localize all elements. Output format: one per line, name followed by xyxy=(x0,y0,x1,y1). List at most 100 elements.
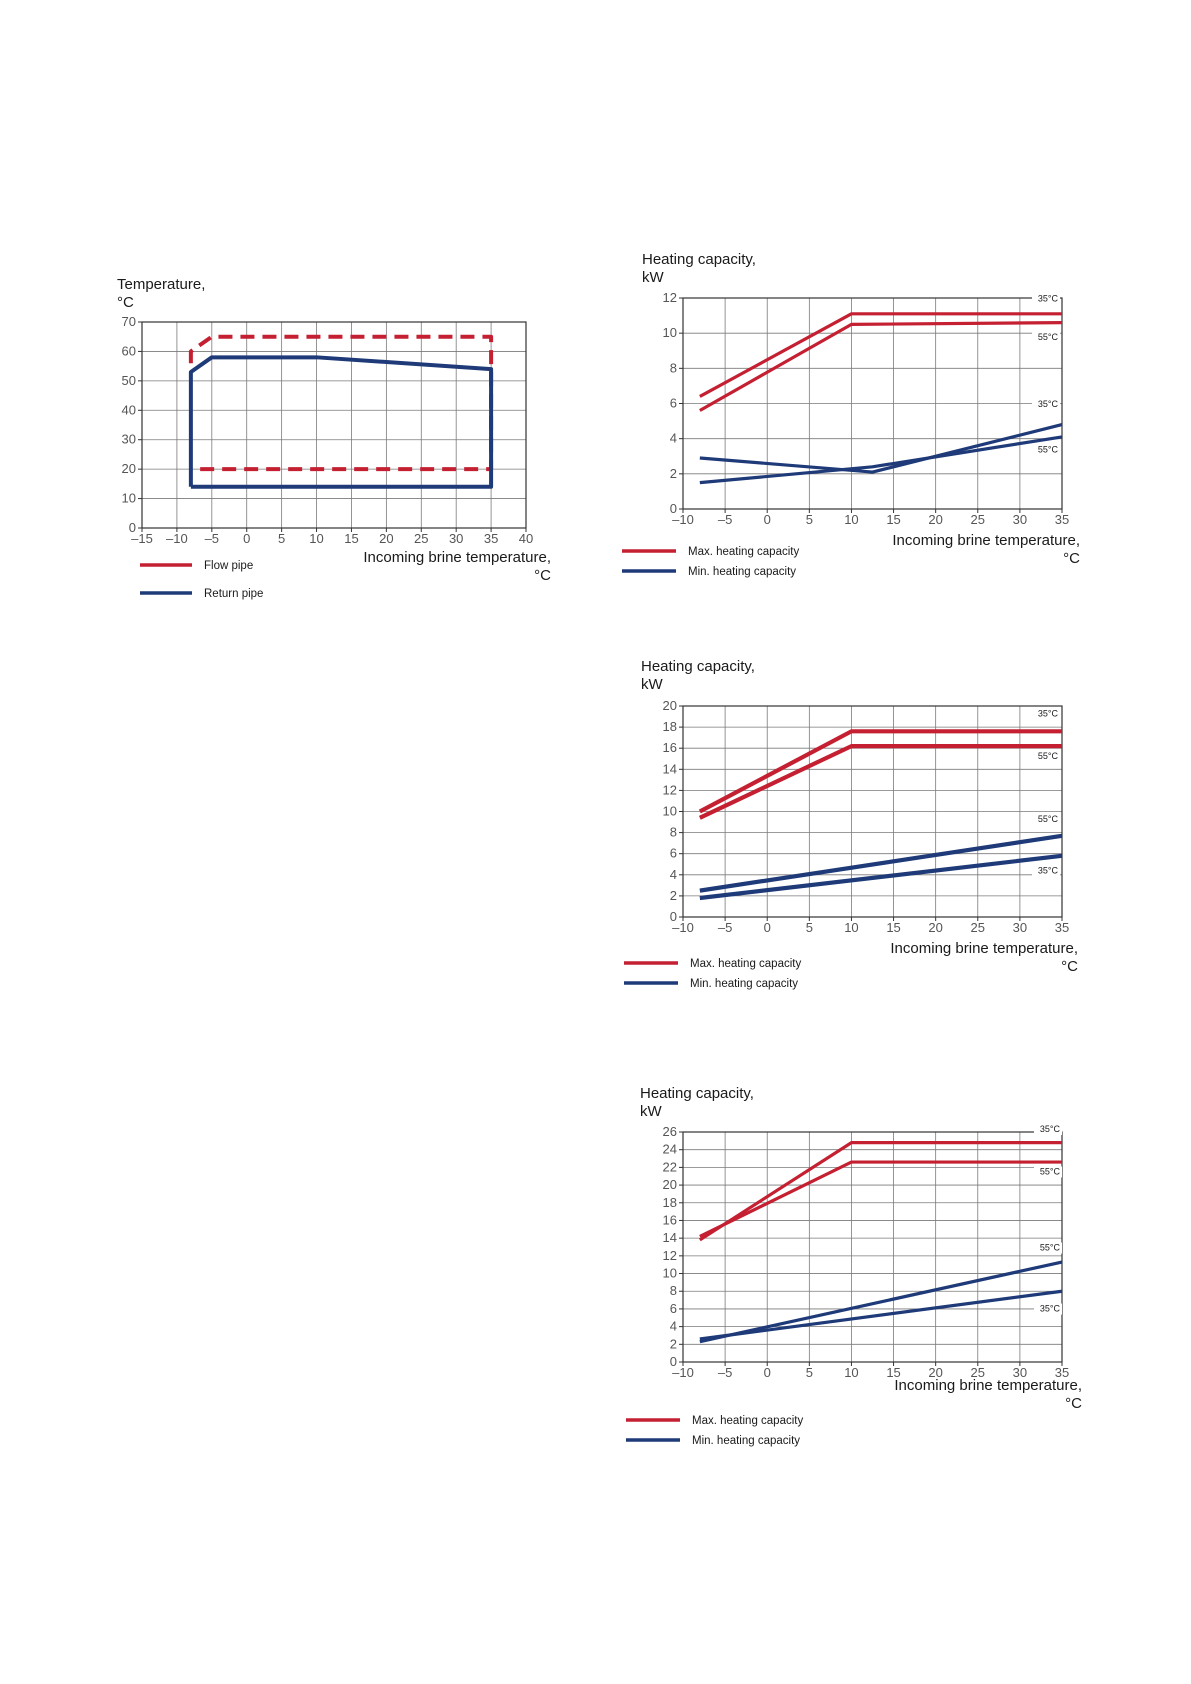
series-line-max-heating-capacity-35-c xyxy=(698,1141,1062,1242)
y-tick-label: 6 xyxy=(670,396,677,411)
legend-label: Max. heating capacity xyxy=(690,958,801,970)
y-tick-label: 30 xyxy=(122,432,136,447)
y-axis-unit: kW xyxy=(640,1103,663,1120)
series-line-min-heating-capacity-55-c xyxy=(699,1260,1063,1344)
y-tick-label: 14 xyxy=(663,1230,677,1245)
x-tick-label: 40 xyxy=(519,531,533,546)
series-line-flow-pipe xyxy=(188,334,494,472)
y-axis-title: Heating capacity, xyxy=(642,251,756,268)
y-tick-label: 2 xyxy=(670,1336,677,1351)
legend-label: Return pipe xyxy=(204,588,263,600)
legend-label: Flow pipe xyxy=(204,560,253,572)
curve-annotation: 55°C xyxy=(1038,445,1059,455)
series-line-min-heating-capacity-35-c xyxy=(699,423,1063,474)
curve-annotation: 55°C xyxy=(1040,1243,1061,1253)
y-tick-label: 60 xyxy=(122,343,136,358)
x-tick-label: 20 xyxy=(928,512,942,527)
x-tick-label: 25 xyxy=(414,531,428,546)
x-tick-label: 15 xyxy=(886,1365,900,1380)
curve-annotation: 35°C xyxy=(1040,1304,1061,1314)
y-tick-label: 8 xyxy=(670,1283,677,1298)
annotation-bg xyxy=(1032,444,1060,456)
legend-label: Max. heating capacity xyxy=(692,1415,803,1427)
x-tick-label: 30 xyxy=(1013,920,1027,935)
y-axis-unit: kW xyxy=(641,676,664,693)
y-tick-label: 6 xyxy=(670,846,677,861)
annotation-bg xyxy=(1034,1303,1062,1315)
x-tick-label: 35 xyxy=(1055,920,1069,935)
x-tick-label: –5 xyxy=(205,531,219,546)
y-tick-label: 10 xyxy=(663,1266,677,1281)
x-tick-label: –5 xyxy=(718,1365,732,1380)
x-tick-label: –5 xyxy=(718,512,732,527)
y-tick-label: 0 xyxy=(129,520,136,535)
y-tick-label: 4 xyxy=(670,431,677,446)
y-tick-label: 4 xyxy=(670,1319,677,1334)
annotation-bg xyxy=(1032,708,1060,720)
x-tick-label: 10 xyxy=(309,531,323,546)
y-tick-label: 70 xyxy=(122,314,136,329)
y-tick-label: 20 xyxy=(663,1177,677,1192)
y-tick-label: 18 xyxy=(663,1195,677,1210)
y-axis-title: Heating capacity, xyxy=(641,658,755,675)
y-tick-label: 40 xyxy=(122,402,136,417)
x-tick-label: –10 xyxy=(672,920,694,935)
y-tick-label: 0 xyxy=(670,501,677,516)
x-axis-unit: °C xyxy=(1065,1395,1082,1412)
x-tick-label: –15 xyxy=(131,531,153,546)
annotation-bg xyxy=(1032,332,1060,344)
operating-range: Temperature,°C–15 –10 –5 0 5 10 15 20 25 30 35 4001… xyxy=(117,276,551,600)
x-tick-label: 30 xyxy=(1013,1365,1027,1380)
legend-label: Min. heating capacity xyxy=(692,1435,800,1447)
annotation-bg xyxy=(1032,399,1060,411)
x-tick-label: 0 xyxy=(764,920,771,935)
legend-label: Max. heating capacity xyxy=(688,546,799,558)
annotation-bg xyxy=(1032,293,1060,305)
x-tick-label: –5 xyxy=(718,920,732,935)
x-tick-label: 10 xyxy=(844,1365,858,1380)
y-tick-label: 14 xyxy=(663,761,677,776)
series-line-max-heating-capacity-35-c xyxy=(699,312,1062,398)
x-tick-label: 15 xyxy=(886,920,900,935)
y-tick-label: 10 xyxy=(122,491,136,506)
y-tick-label: 50 xyxy=(122,373,136,388)
x-axis-title: Incoming brine temperature, xyxy=(363,549,551,566)
series-line-min-heating-capacity-35-c xyxy=(699,1289,1063,1341)
series-line-min-heating-capacity-55-c xyxy=(699,833,1063,893)
curve-annotation: 35°C xyxy=(1038,399,1059,409)
y-tick-label: 20 xyxy=(663,698,677,713)
x-axis-unit: °C xyxy=(1061,958,1078,975)
y-tick-label: 20 xyxy=(122,461,136,476)
x-tick-label: 35 xyxy=(1055,1365,1069,1380)
capacity-chart-2: Heating capacity,kW –10 –5 0 5 10 15 20 25 30 35 0 2… xyxy=(624,658,1078,990)
x-tick-label: 30 xyxy=(449,531,463,546)
capacity-chart-3: Heating capacity,kW –10 –5 0 5 10 15 20 25 30 35 0 2… xyxy=(626,1085,1082,1447)
x-axis-title: Incoming brine temperature, xyxy=(890,940,1078,957)
annotation-bg xyxy=(1032,814,1060,826)
x-axis-title: Incoming brine temperature, xyxy=(894,1377,1082,1394)
y-tick-label: 10 xyxy=(663,325,677,340)
x-tick-label: 15 xyxy=(344,531,358,546)
annotation-bg xyxy=(1032,865,1060,877)
x-tick-label: 30 xyxy=(1013,512,1027,527)
y-tick-label: 8 xyxy=(670,360,677,375)
x-tick-label: –10 xyxy=(166,531,188,546)
annotation-bg xyxy=(1034,1166,1062,1178)
y-tick-label: 26 xyxy=(663,1124,677,1139)
annotation-bg xyxy=(1032,750,1060,762)
x-tick-label: 20 xyxy=(928,920,942,935)
x-tick-label: 10 xyxy=(844,920,858,935)
x-tick-label: 35 xyxy=(484,531,498,546)
legend-label: Min. heating capacity xyxy=(688,566,796,578)
x-tick-label: 5 xyxy=(278,531,285,546)
x-tick-label: 25 xyxy=(971,512,985,527)
x-tick-label: 25 xyxy=(971,1365,985,1380)
curve-annotation: 35°C xyxy=(1040,1124,1061,1134)
x-axis-unit: °C xyxy=(1063,550,1080,567)
x-tick-label: 20 xyxy=(379,531,393,546)
x-axis-unit: °C xyxy=(534,567,551,584)
series-line-min-heating-capacity-35-c xyxy=(699,853,1063,901)
y-axis-title: Heating capacity, xyxy=(640,1085,754,1102)
series-line-max-heating-capacity-35-c xyxy=(698,729,1062,814)
